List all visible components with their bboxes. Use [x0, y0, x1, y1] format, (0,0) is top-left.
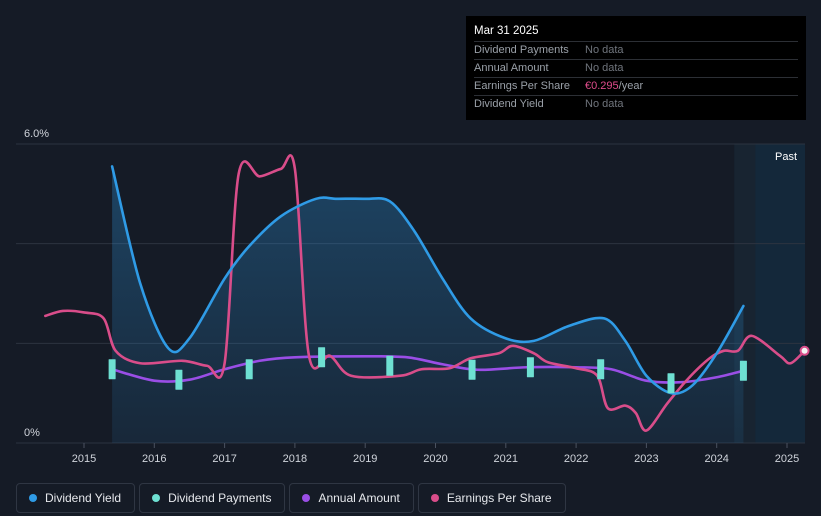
- tooltip-value-suffix: /year: [618, 80, 644, 92]
- x-tick-label: 2022: [564, 453, 588, 465]
- tooltip-label: Dividend Payments: [474, 44, 569, 56]
- dividend-payment-bars: [108, 347, 747, 394]
- legend: Dividend Yield Dividend Payments Annual …: [16, 483, 566, 513]
- annual-amount-line: [110, 354, 745, 384]
- legend-item-earnings-per-share[interactable]: Earnings Per Share: [417, 483, 566, 513]
- dividend-payment-bar: [386, 355, 394, 376]
- x-axis-ticks: 2015 2016 2017 2018 2019 2020 2021 2022 2023 2024…: [72, 443, 799, 465]
- tooltip-value: No data: [585, 98, 624, 110]
- dividend-payment-bar: [597, 359, 605, 380]
- dividend-payments-dot-icon: [152, 494, 161, 502]
- annual-amount-dot-icon: [302, 494, 311, 502]
- dividend-payment-bar: [318, 347, 326, 368]
- x-tick-label: 2017: [212, 453, 236, 465]
- tooltip-date: Mar 31 2025: [474, 25, 539, 37]
- x-tick-label: 2020: [423, 453, 447, 465]
- dividend-yield-line: [110, 165, 745, 395]
- y-tick-label: 6.0%: [24, 128, 49, 140]
- y-tick-label: 0%: [24, 427, 40, 439]
- legend-item-annual-amount[interactable]: Annual Amount: [289, 483, 414, 513]
- legend-item-dividend-yield[interactable]: Dividend Yield: [16, 483, 136, 513]
- tooltip-value: €0.295: [585, 80, 619, 92]
- tooltip-label: Dividend Yield: [474, 98, 544, 110]
- legend-label: Earnings Per Share: [446, 491, 552, 505]
- y-axis-ticks: 6.0% 0%: [24, 128, 49, 439]
- legend-item-dividend-payments[interactable]: Dividend Payments: [139, 483, 286, 513]
- tooltip-label: Earnings Per Share: [474, 80, 570, 92]
- dividend-payment-bar: [108, 359, 116, 380]
- legend-label: Annual Amount: [318, 491, 400, 505]
- series-layer: [44, 154, 806, 444]
- dividend-payment-bar: [175, 369, 183, 390]
- dividend-payment-bar: [468, 359, 476, 380]
- tooltip-value: No data: [585, 62, 624, 74]
- earnings-per-share-dot-icon: [430, 494, 439, 502]
- dividend-yield-area: [112, 166, 744, 444]
- tooltip-value: No data: [585, 44, 624, 56]
- x-tick-label: 2023: [634, 453, 658, 465]
- tooltip-row-dividend-yield: Dividend Yield No data: [474, 95, 798, 113]
- dividend-yield-dot-icon: [29, 494, 37, 502]
- dividend-payment-bar: [526, 357, 534, 378]
- x-tick-label: 2025: [775, 453, 799, 465]
- x-tick-label: 2018: [283, 453, 307, 465]
- x-tick-label: 2015: [72, 453, 96, 465]
- past-label: Past: [775, 151, 797, 163]
- tooltip-row-dividend-payments: Dividend Payments No data: [474, 41, 798, 59]
- eps-end-marker[interactable]: [799, 345, 810, 356]
- x-tick-label: 2019: [353, 453, 377, 465]
- x-tick-label: 2016: [142, 453, 166, 465]
- tooltip-row-annual-amount: Annual Amount No data: [474, 59, 798, 77]
- earnings-per-share-line: [44, 154, 806, 432]
- tooltip: Mar 31 2025 Dividend Payments No data An…: [466, 16, 806, 120]
- dividend-payment-bar: [667, 373, 675, 394]
- dividend-payment-bar: [245, 359, 253, 380]
- tooltip-value-group: €0.295/year: [585, 78, 643, 95]
- legend-label: Dividend Yield: [45, 491, 122, 505]
- x-tick-label: 2024: [704, 453, 728, 465]
- tooltip-label: Annual Amount: [474, 62, 549, 74]
- dividend-payment-bar: [739, 360, 747, 381]
- tooltip-row-earnings-per-share: Earnings Per Share €0.295/year: [474, 77, 798, 95]
- x-tick-label: 2021: [494, 453, 518, 465]
- past-region-highlight: [755, 144, 805, 443]
- legend-label: Dividend Payments: [168, 491, 272, 505]
